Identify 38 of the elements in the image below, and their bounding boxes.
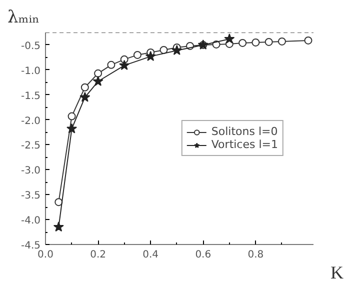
x-tick-label: 0.0 — [38, 250, 54, 260]
point — [264, 38, 273, 46]
point — [304, 36, 312, 44]
point — [94, 69, 102, 78]
y-axis-title: λₘᵢₙ — [8, 8, 40, 28]
y-tick-label: -3.0 — [20, 166, 41, 177]
y-tick-label: -4.0 — [20, 216, 41, 227]
y-tick-label: -2.0 — [20, 116, 41, 127]
y-tick-label: -2.5 — [20, 140, 41, 152]
point — [224, 33, 235, 44]
y-tick-label: -3.5 — [20, 190, 41, 202]
y-tick-label: -4.5 — [20, 240, 41, 252]
point — [145, 50, 156, 61]
point — [160, 46, 168, 54]
x-tick-label: 0.8 — [248, 250, 264, 260]
point — [92, 76, 104, 86]
y-tick-label: -1.5 — [20, 90, 41, 102]
legend-label: Solitons l=0 — [211, 125, 278, 138]
point — [53, 222, 64, 232]
point — [172, 44, 182, 56]
point — [252, 38, 260, 46]
x-axis-title: K — [330, 262, 344, 282]
point — [68, 112, 76, 120]
point — [238, 38, 247, 47]
point — [119, 60, 130, 70]
point — [80, 83, 89, 92]
point — [107, 60, 116, 69]
y-tick-label: -1.0 — [20, 66, 41, 77]
point — [278, 37, 286, 46]
point — [54, 198, 63, 206]
x-tick-label: 0.6 — [195, 250, 212, 260]
x-tick-label: 0.4 — [142, 250, 159, 260]
x-tick-label: 0.2 — [90, 250, 106, 260]
y-tick-label: -0.5 — [20, 40, 41, 52]
point — [66, 123, 78, 134]
point — [133, 50, 142, 59]
point — [80, 92, 90, 102]
legend-label: Vortices l=1 — [211, 138, 278, 151]
